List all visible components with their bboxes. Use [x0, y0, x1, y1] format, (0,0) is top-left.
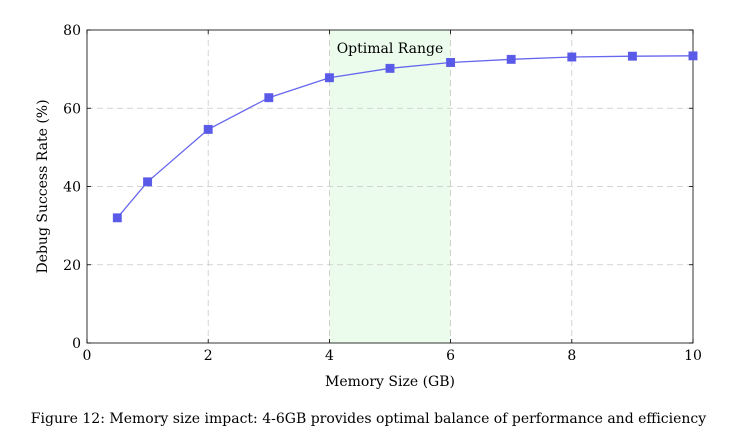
- y-tick-label: 60: [63, 101, 81, 117]
- x-axis-title: Memory Size (GB): [325, 374, 455, 390]
- data-point: [324, 73, 334, 83]
- data-point: [264, 93, 274, 103]
- y-tick-label: 40: [63, 180, 81, 196]
- y-tick-label: 0: [72, 336, 81, 352]
- data-point: [203, 124, 213, 134]
- y-tick-label: 20: [63, 258, 81, 274]
- data-point: [143, 177, 153, 187]
- x-tick-label: 4: [325, 348, 334, 364]
- x-tick-label: 8: [567, 348, 576, 364]
- figure-caption: Figure 12: Memory size impact: 4-6GB pro…: [30, 411, 707, 427]
- x-tick-label: 6: [446, 348, 455, 364]
- data-point: [567, 52, 577, 62]
- chart: 0 2 4 6 8 10 0 20 40 60 80 Optimal Range Memory Si…: [35, 23, 702, 390]
- data-point: [627, 51, 637, 61]
- x-tick-label: 2: [204, 348, 213, 364]
- y-axis-title: Debug Success Rate (%): [35, 99, 51, 273]
- series-markers: [112, 51, 698, 223]
- data-point: [506, 54, 516, 64]
- y-tick-label: 80: [63, 23, 81, 39]
- x-tick-label: 10: [684, 348, 702, 364]
- data-point: [446, 58, 456, 67]
- data-point: [688, 51, 698, 61]
- x-tick-label: 0: [83, 348, 92, 364]
- optimal-range-label: Optimal Range: [337, 41, 444, 57]
- data-point: [112, 213, 122, 223]
- axis-ticks: 0 2 4 6 8 10 0 20 40 60 80: [63, 23, 702, 364]
- data-point: [385, 63, 395, 73]
